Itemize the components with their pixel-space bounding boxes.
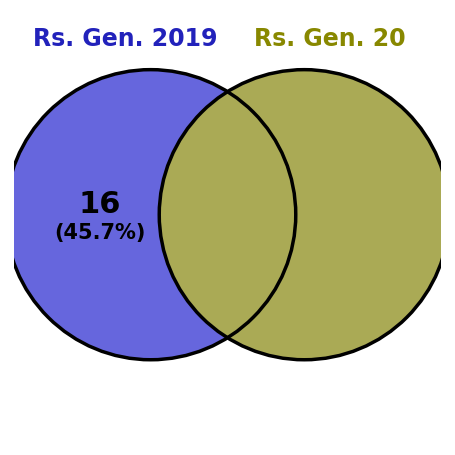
Text: 16: 16: [78, 190, 121, 219]
Text: Rs. Gen. 2019: Rs. Gen. 2019: [33, 27, 217, 51]
Text: (31.4%): (31.4%): [310, 223, 401, 243]
Circle shape: [159, 70, 450, 360]
Text: 11: 11: [334, 190, 377, 219]
Text: 8: 8: [217, 190, 238, 219]
Text: (45.7%): (45.7%): [54, 223, 145, 243]
Text: (22.9%): (22.9%): [182, 223, 273, 243]
Polygon shape: [159, 70, 450, 360]
Text: Rs. Gen. 20: Rs. Gen. 20: [254, 27, 406, 51]
Circle shape: [5, 70, 296, 360]
